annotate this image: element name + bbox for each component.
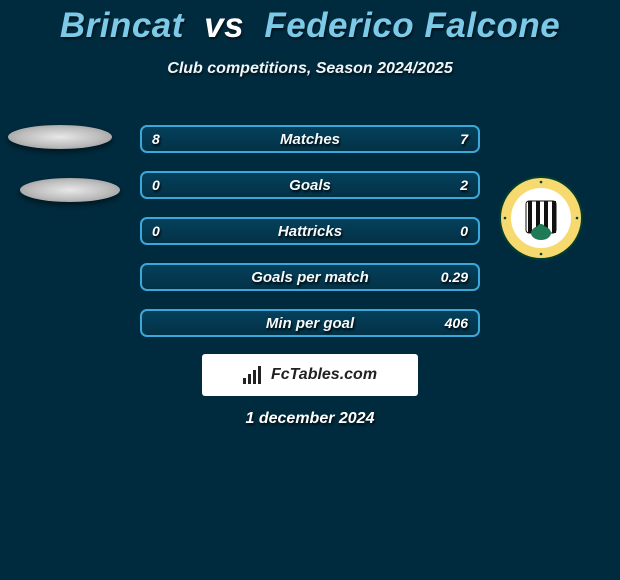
placeholder-ellipse [20,178,120,202]
stat-left-value: 0 [152,177,160,193]
stat-row: Min per goal 406 [140,309,480,337]
generated-date: 1 december 2024 [0,410,620,428]
stat-row: 0 Hattricks 0 [140,217,480,245]
stats-table: 8 Matches 7 0 Goals 2 0 Hattricks 0 Goal… [140,125,480,355]
branding-text: FcTables.com [271,366,377,384]
vs-separator: vs [204,6,244,45]
stat-right-value: 406 [445,315,468,331]
stat-right-value: 2 [460,177,468,193]
placeholder-ellipse [8,125,112,149]
stat-row: 0 Goals 2 [140,171,480,199]
player2-name: Federico Falcone [264,6,560,45]
stat-row: Goals per match 0.29 [140,263,480,291]
stat-left-value: 0 [152,223,160,239]
bars-icon [243,366,265,384]
player1-name: Brincat [60,6,184,45]
stat-label: Matches [142,131,478,148]
comparison-title: Brincat vs Federico Falcone [0,0,620,46]
stat-right-value: 0 [460,223,468,239]
stat-label: Hattricks [142,223,478,240]
stat-label: Goals [142,177,478,194]
stat-label: Min per goal [142,315,478,332]
branding-link[interactable]: FcTables.com [202,354,418,396]
stat-right-value: 7 [460,131,468,147]
stat-left-value: 8 [152,131,160,147]
stat-label: Goals per match [142,269,478,286]
stat-right-value: 0.29 [441,269,468,285]
season-subtitle: Club competitions, Season 2024/2025 [0,60,620,78]
stat-row: 8 Matches 7 [140,125,480,153]
club-crest-icon [498,175,584,261]
